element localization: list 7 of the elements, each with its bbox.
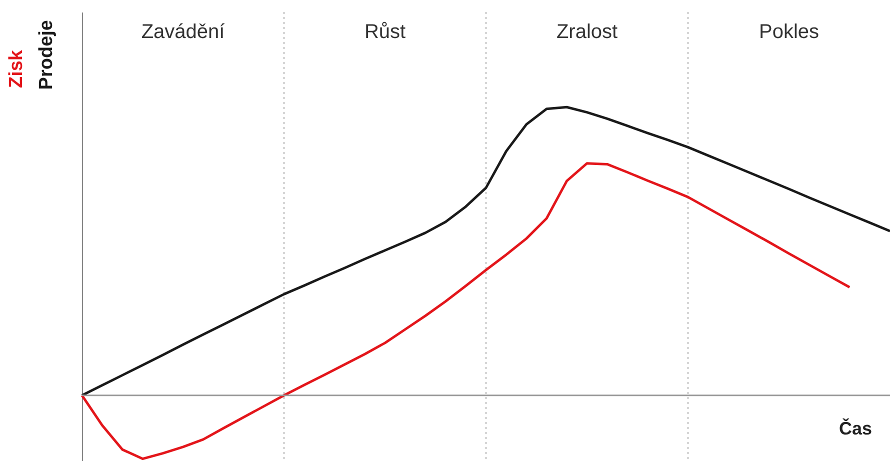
text: Růst <box>364 21 406 43</box>
x-axis-title: Čas <box>838 417 872 438</box>
text: Zralost <box>556 21 618 43</box>
text: Zisk <box>6 50 27 88</box>
text: Prodeje <box>36 20 57 90</box>
text: Pokles <box>758 21 820 43</box>
text: Zavádění <box>141 21 226 43</box>
